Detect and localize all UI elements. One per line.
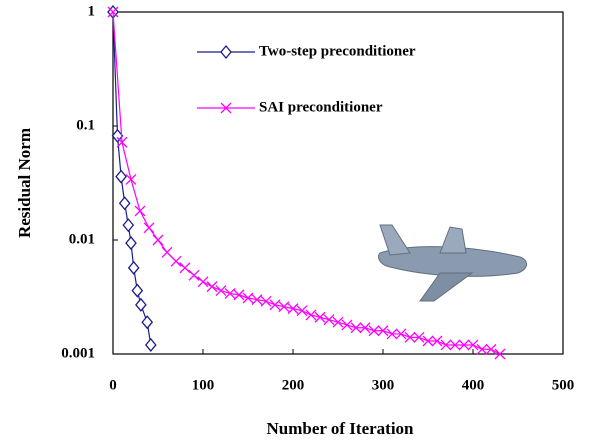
data-marker	[278, 301, 290, 313]
x-tick-label: 300	[372, 377, 395, 393]
x-tick-label: 100	[192, 377, 215, 393]
data-marker	[115, 169, 127, 184]
data-marker	[224, 287, 236, 299]
airplane-tail	[379, 224, 411, 256]
data-marker	[440, 339, 452, 351]
data-marker	[233, 289, 245, 301]
data-marker	[395, 328, 407, 340]
data-marker	[341, 319, 353, 331]
data-marker	[152, 234, 164, 246]
data-marker	[413, 331, 425, 343]
airplane-wing	[419, 272, 474, 302]
data-marker	[188, 269, 200, 281]
y-tick-label: 1	[88, 3, 96, 19]
data-marker	[116, 136, 128, 148]
data-marker	[350, 322, 362, 334]
data-marker	[296, 305, 308, 317]
x-tick-label: 500	[552, 377, 575, 393]
data-marker	[107, 6, 119, 18]
data-marker	[125, 236, 137, 251]
data-marker	[127, 260, 140, 275]
data-marker	[494, 348, 506, 360]
data-marker	[422, 335, 434, 347]
data-marker	[467, 339, 479, 351]
data-marker	[386, 328, 398, 340]
legend-label: Two-step preconditioner	[259, 43, 416, 59]
data-marker	[141, 315, 154, 330]
legend-label: SAI preconditioner	[259, 99, 383, 115]
data-marker	[404, 331, 416, 343]
y-tick-label: 0.1	[76, 117, 95, 133]
data-marker	[122, 218, 135, 233]
data-marker	[431, 335, 443, 347]
data-marker	[332, 316, 344, 328]
x-tick-label: 200	[282, 377, 305, 393]
x-axis-title: Number of Iteration	[267, 419, 415, 438]
data-marker	[220, 102, 232, 114]
plot-frame	[112, 11, 564, 355]
y-axis-title: Residual Norm	[15, 128, 34, 238]
data-marker	[476, 343, 488, 355]
data-marker	[260, 295, 272, 307]
data-marker	[135, 297, 147, 312]
data-line	[112, 11, 501, 355]
data-marker	[170, 255, 182, 267]
data-marker	[134, 205, 146, 217]
data-marker	[143, 222, 155, 234]
data-marker	[144, 337, 157, 352]
y-tick-label: 0.001	[61, 345, 95, 361]
data-marker	[242, 292, 254, 304]
data-marker	[131, 283, 144, 298]
data-marker	[287, 303, 299, 315]
y-tick-label: 0.01	[69, 231, 95, 247]
data-marker	[206, 281, 218, 293]
data-marker	[377, 325, 389, 337]
airplane-wing	[439, 226, 467, 254]
data-marker	[251, 294, 263, 306]
data-marker	[215, 285, 227, 297]
data-marker	[305, 309, 317, 321]
data-marker	[125, 173, 137, 185]
data-marker	[197, 276, 209, 288]
data-marker	[368, 325, 380, 337]
x-tick-label: 400	[462, 377, 485, 393]
data-marker	[323, 314, 335, 326]
x-tick-label: 0	[109, 377, 117, 393]
data-marker	[269, 299, 281, 311]
data-marker	[118, 196, 131, 211]
data-marker	[220, 44, 232, 60]
data-marker	[449, 339, 461, 351]
airplane	[377, 224, 527, 302]
data-marker	[485, 343, 497, 355]
data-marker	[179, 262, 191, 274]
data-marker	[458, 339, 470, 351]
data-marker	[314, 311, 326, 323]
data-marker	[359, 322, 371, 334]
data-marker	[161, 246, 173, 258]
